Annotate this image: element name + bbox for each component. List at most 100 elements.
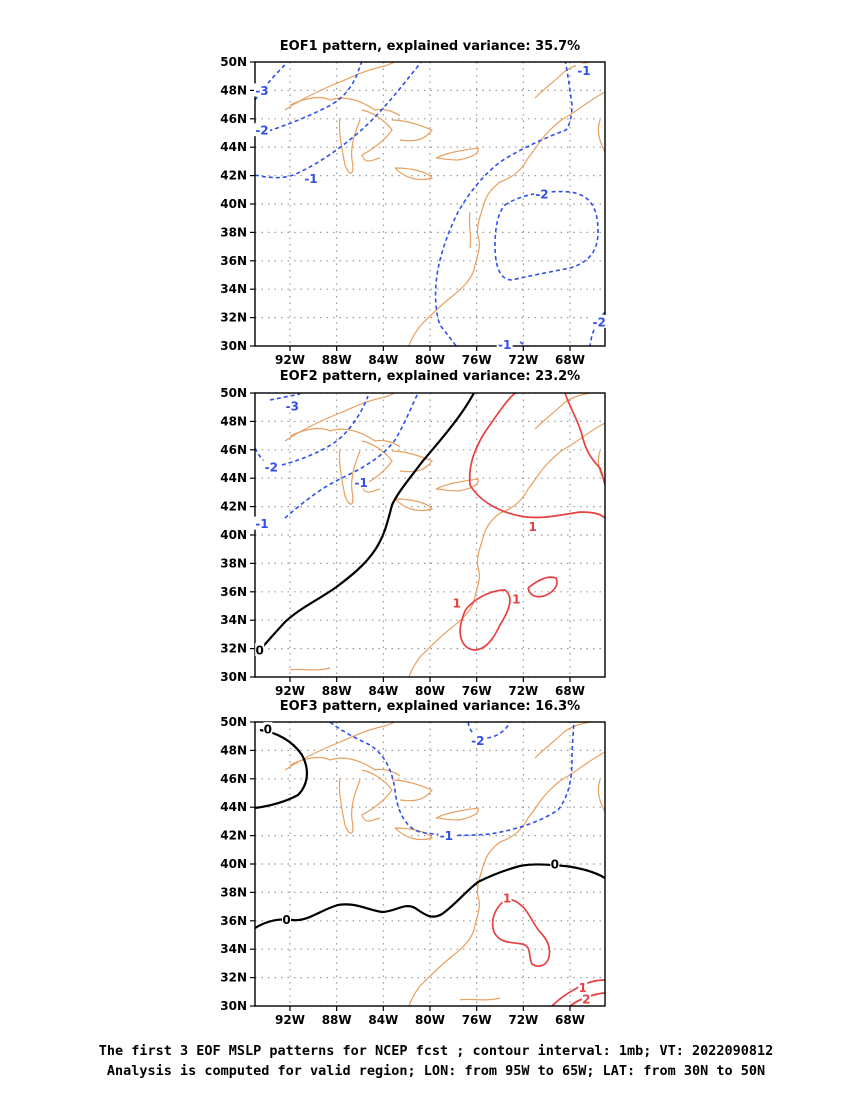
contour-label-bg xyxy=(282,912,291,926)
lon-tick-label: 76W xyxy=(462,684,492,698)
panel-title: EOF2 pattern, explained variance: 23.2% xyxy=(280,369,580,384)
lat-tick-label: 36N xyxy=(220,585,247,599)
contour-label: 0 xyxy=(264,723,272,737)
contour-label: -1 xyxy=(498,338,511,352)
contour-label-bg xyxy=(254,123,270,137)
lat-tick-label: 50N xyxy=(220,386,247,400)
contour-label: -1 xyxy=(354,476,367,490)
lat-tick-label: 32N xyxy=(220,311,247,325)
contour-label-bg xyxy=(284,398,301,412)
lat-tick-label: 38N xyxy=(220,885,247,899)
contour-label-bg xyxy=(469,733,486,747)
lat-tick-label: 30N xyxy=(220,339,247,353)
lat-tick-label: 36N xyxy=(220,254,247,268)
contour-label-bg xyxy=(576,63,592,77)
contour-label-bg xyxy=(534,187,550,201)
lon-tick-label: 68W xyxy=(555,353,585,367)
lon-tick-label: 84W xyxy=(368,353,398,367)
contour-label-bg xyxy=(511,591,521,605)
contour-label: 0 xyxy=(255,644,263,658)
contour-label: 1 xyxy=(579,981,587,995)
contour-label: -1 xyxy=(304,172,317,186)
contour-label-bg xyxy=(255,643,265,657)
lon-tick-label: 80W xyxy=(415,1013,445,1027)
lon-tick-label: 92W xyxy=(275,353,305,367)
lat-tick-label: 34N xyxy=(220,942,247,956)
contour-label: 1 xyxy=(512,592,520,606)
map-content xyxy=(255,722,605,1006)
lat-tick-label: 30N xyxy=(220,999,247,1013)
lat-tick-label: 44N xyxy=(220,800,247,814)
contour-label: -2 xyxy=(592,315,605,329)
map-content xyxy=(255,393,605,677)
panel-eof2: EOF2 pattern, explained variance: 23.2% xyxy=(220,369,606,698)
lat-tick-label: 46N xyxy=(220,772,247,786)
panel-title: EOF3 pattern, explained variance: 16.3% xyxy=(280,699,580,714)
lat-tick-label: 36N xyxy=(220,914,247,928)
contour-labels: -3 -2 -1 -1 0 1 1 1 xyxy=(254,398,538,658)
caption-line-2: Analysis is computed for valid region; L… xyxy=(107,1063,765,1079)
lon-tick-label: 68W xyxy=(555,684,585,698)
lon-tick-label: 76W xyxy=(462,1013,492,1027)
lat-tick-label: 38N xyxy=(220,225,247,239)
lat-tick-label: 42N xyxy=(220,829,247,843)
lat-tick-label: 32N xyxy=(220,971,247,985)
contour-label-bg xyxy=(353,475,370,489)
lat-tick-label: 38N xyxy=(220,556,247,570)
lon-tick-label: 80W xyxy=(415,353,445,367)
contour-label-bg xyxy=(263,722,273,736)
lat-tick-label: 42N xyxy=(220,500,247,514)
lat-tick-label: 46N xyxy=(220,112,247,126)
lon-tick-label: 88W xyxy=(322,353,352,367)
contour-label-bg xyxy=(578,980,588,994)
lat-tick-label: 48N xyxy=(220,414,247,428)
contour-label: 0 xyxy=(282,913,290,927)
contour-label-bg xyxy=(254,83,270,97)
contour-labels: -3 -2 -1 -1 -2 -1 -2 xyxy=(254,63,608,352)
lat-tick-label: 44N xyxy=(220,140,247,154)
lon-tick-label: 72W xyxy=(508,353,538,367)
lat-tick-label: 40N xyxy=(220,857,247,871)
graticule xyxy=(255,61,605,347)
contours xyxy=(255,62,605,346)
contours xyxy=(255,722,605,1006)
contour-label: -2 xyxy=(255,124,268,138)
panel-eof3: EOF3 pattern, explained variance: 16.3% xyxy=(220,699,606,1027)
contour-label: -1 xyxy=(440,829,453,843)
contour-label-bg xyxy=(438,828,455,842)
contours xyxy=(255,393,605,656)
panel-title: EOF1 pattern, explained variance: 35.7% xyxy=(280,39,580,54)
lon-tick-label: 92W xyxy=(275,1013,305,1027)
lat-tick-label: 46N xyxy=(220,443,247,457)
contour-label: -3 xyxy=(286,399,299,413)
lon-tick-label: 84W xyxy=(368,1013,398,1027)
axis-ticks: 92W 88W 84W 80W 76W 72W 68W 50N 48N 46N 44N 42N 40N 3… xyxy=(220,386,585,698)
contour-label-bg xyxy=(254,516,270,530)
caption-line-1: The first 3 EOF MSLP patterns for NCEP f… xyxy=(99,1043,774,1059)
lon-tick-label: 68W xyxy=(555,1013,585,1027)
axis-ticks: 92W 88W 84W 80W 76W 72W 68W 50N 48N 46N 44N 42N 40N 3… xyxy=(220,55,585,367)
lat-tick-label: 42N xyxy=(220,169,247,183)
contour-label: 1 xyxy=(453,597,461,611)
lat-tick-label: 40N xyxy=(220,528,247,542)
lat-tick-label: 30N xyxy=(220,670,247,684)
lat-tick-label: 50N xyxy=(220,55,247,69)
graticule xyxy=(255,392,605,678)
lon-tick-label: 72W xyxy=(508,684,538,698)
lon-tick-label: 88W xyxy=(322,1013,352,1027)
lon-tick-label: 88W xyxy=(322,684,352,698)
axis-ticks: 92W 88W 84W 80W 76W 72W 68W 50N 48N 46N 44N 42N 40N 3… xyxy=(220,715,585,1027)
contour-label-bg xyxy=(263,459,280,473)
contour-label: -2 xyxy=(535,188,548,202)
lon-tick-label: 72W xyxy=(508,1013,538,1027)
contour-label-bg xyxy=(303,171,319,185)
lat-tick-label: 34N xyxy=(220,282,247,296)
contour-label-bg xyxy=(502,891,512,905)
lat-tick-label: 40N xyxy=(220,197,247,211)
contour-label: -1 xyxy=(255,517,268,531)
contour-label: -1 xyxy=(577,64,590,78)
lon-tick-label: 92W xyxy=(275,684,305,698)
coastline xyxy=(284,722,605,1006)
